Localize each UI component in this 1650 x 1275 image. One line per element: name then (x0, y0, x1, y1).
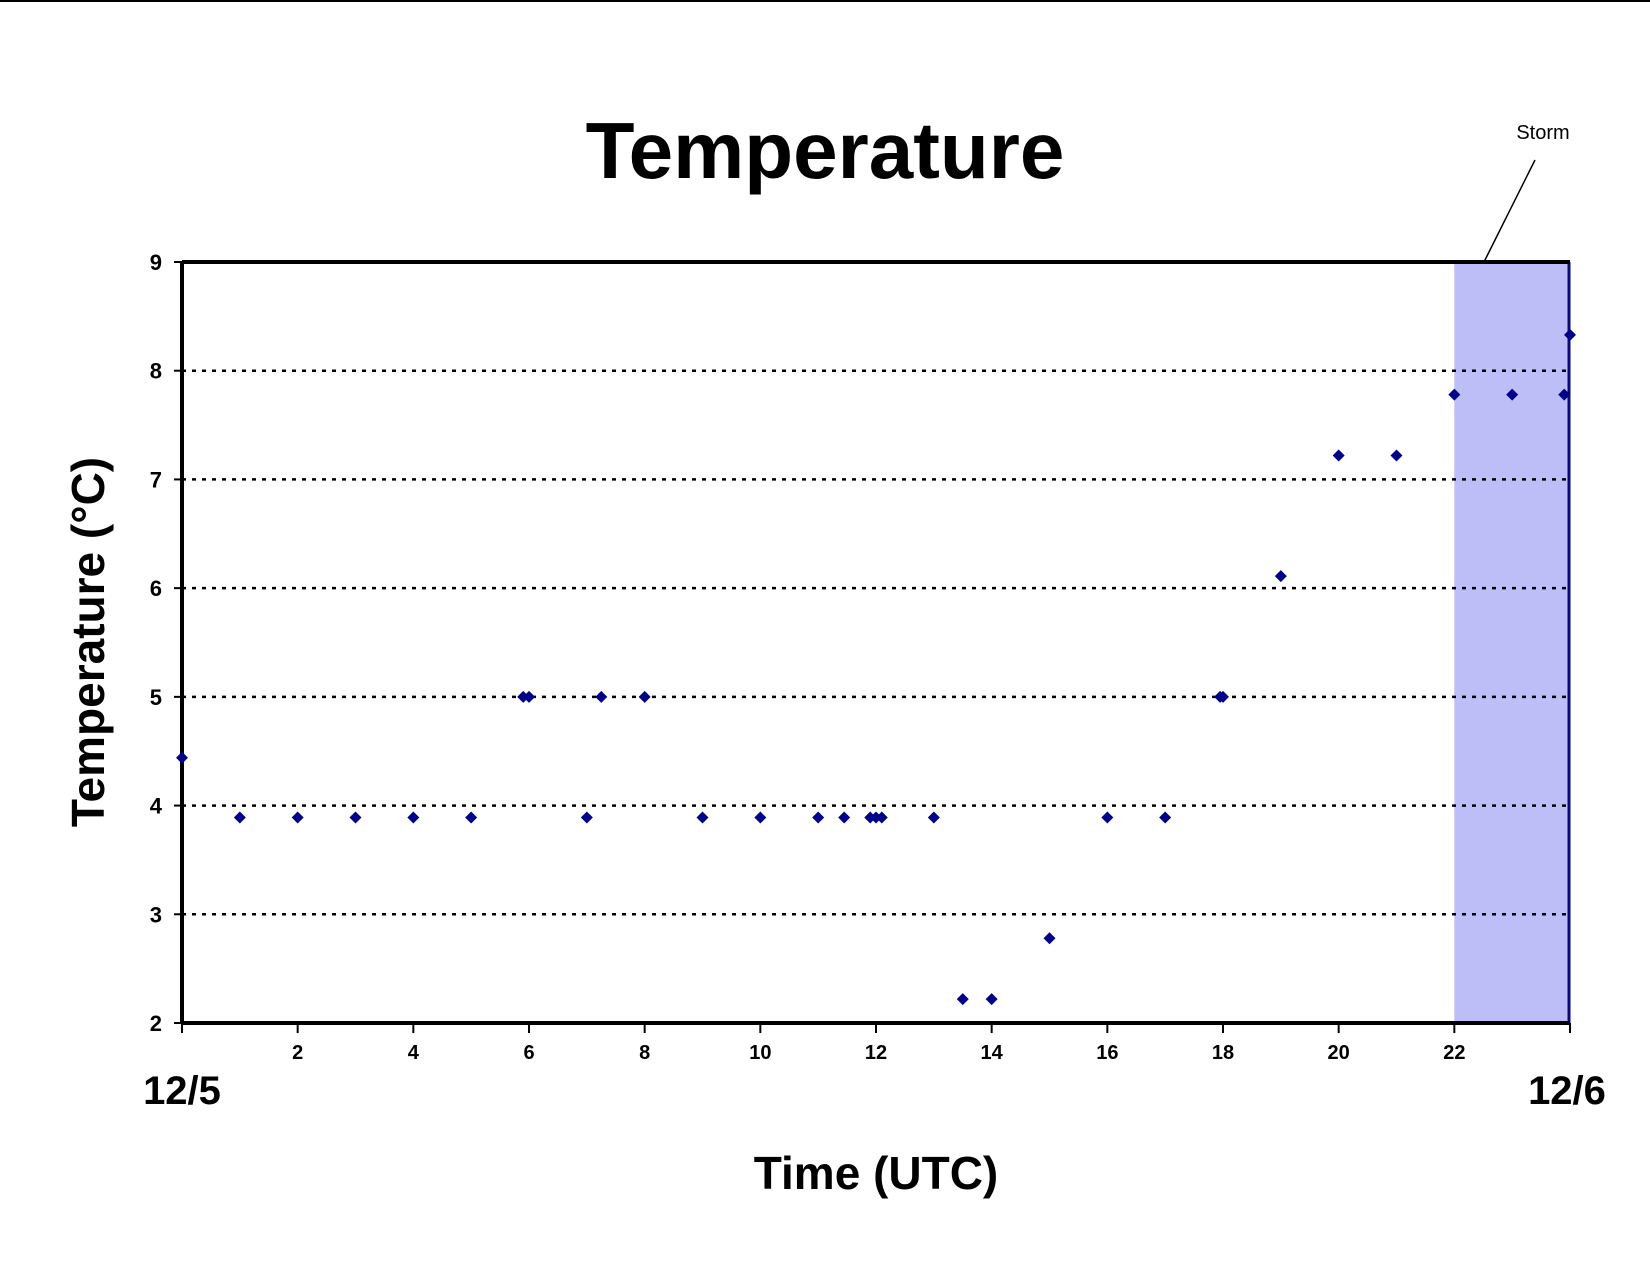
data-point (176, 751, 188, 764)
x-tick-label: 6 (523, 1042, 534, 1064)
data-point (1159, 811, 1172, 824)
data-point (465, 811, 478, 824)
x-tick-label: 10 (749, 1042, 771, 1064)
x-tick-label: 18 (1212, 1042, 1234, 1064)
data-point (1564, 328, 1576, 341)
date-label-end: 12/6 (1528, 1069, 1606, 1113)
x-tick-label: 8 (639, 1042, 650, 1064)
data-point (1448, 388, 1461, 401)
storm-region (1454, 262, 1571, 1023)
x-axis-label: Time (UTC) (754, 1147, 999, 1199)
y-tick-label: 9 (150, 250, 162, 275)
y-tick-label: 5 (150, 685, 162, 710)
data-point (291, 811, 304, 824)
data-point (1101, 811, 1114, 824)
data-point (1274, 570, 1287, 583)
gridlines (182, 369, 1570, 916)
storm-shaded-area (1454, 262, 1570, 1023)
x-tick-label: 14 (981, 1042, 1004, 1064)
data-point (407, 811, 420, 824)
data-point (1506, 388, 1519, 401)
storm-annotation-leader (1483, 159, 1536, 263)
x-tick-label: 12 (865, 1042, 887, 1064)
x-tick-label: 20 (1328, 1042, 1350, 1064)
data-point (595, 690, 608, 703)
top-rule (0, 0, 1650, 2)
data-point (349, 811, 362, 824)
data-point (696, 811, 709, 824)
x-tick-label: 4 (408, 1042, 420, 1064)
axes (180, 260, 1570, 1025)
data-point (1332, 449, 1345, 462)
y-tick-label: 2 (150, 1011, 162, 1036)
y-tick-label: 7 (150, 467, 162, 492)
data-point (875, 811, 888, 824)
data-point (1217, 690, 1229, 703)
date-label-start: 12/5 (143, 1069, 221, 1113)
chart-title: Temperature (586, 106, 1065, 195)
data-point (523, 690, 535, 703)
data-point (754, 811, 767, 824)
y-tick-label: 6 (150, 576, 162, 601)
x-tick-label: 2 (292, 1042, 303, 1064)
data-point (1558, 388, 1571, 401)
data-point (233, 811, 246, 824)
x-tick-label: 16 (1096, 1042, 1118, 1064)
tick-labels: 2 3 4 5 6 7 8 9 2 4 6 8 10 12 14 16 18 20 22 (150, 250, 1571, 1064)
y-tick-label: 4 (150, 794, 163, 819)
data-point (985, 993, 998, 1006)
data-points (176, 328, 1576, 1006)
y-tick-label: 8 (150, 359, 162, 384)
data-point (638, 690, 651, 703)
data-point (927, 811, 940, 824)
x-tick-label: 22 (1443, 1042, 1465, 1064)
data-point (812, 811, 825, 824)
y-axis-label: Temperature (°C) (62, 457, 114, 827)
y-tick-label: 3 (150, 902, 162, 927)
data-point (1390, 449, 1403, 462)
data-point (580, 811, 593, 824)
data-point (838, 811, 851, 824)
data-point (1043, 932, 1056, 945)
data-point (956, 993, 969, 1006)
storm-annotation-label: Storm (1516, 122, 1569, 144)
